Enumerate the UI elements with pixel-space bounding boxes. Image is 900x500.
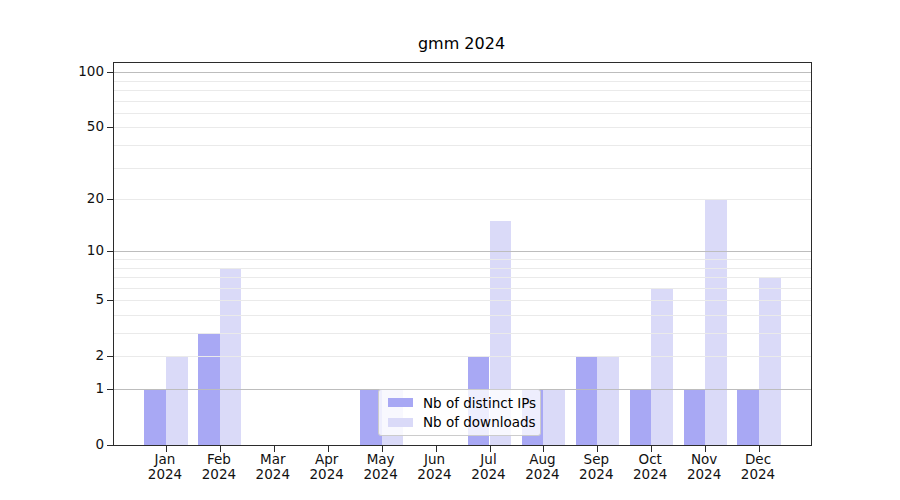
y-label-100: 100 <box>24 62 104 80</box>
legend: Nb of distinct IPs Nb of downloads <box>378 389 541 436</box>
legend-swatch-ips-icon <box>388 398 413 407</box>
x-label-jul: Jul2024 <box>471 452 505 482</box>
gridline-major <box>114 72 811 73</box>
plot-area: Nb of distinct IPs Nb of downloads <box>113 62 812 446</box>
legend-label-distinct-ips: Nb of distinct IPs <box>423 395 536 411</box>
x-label-sep: Sep2024 <box>579 452 613 482</box>
gridline-major <box>114 251 811 252</box>
gridline-minor <box>114 277 811 278</box>
x-label-aug: Aug2024 <box>525 452 559 482</box>
x-label-nov: Nov2024 <box>687 452 721 482</box>
y-label-20: 20 <box>24 189 104 207</box>
chart-title: gmm 2024 <box>113 34 810 53</box>
legend-item-distinct-ips: Nb of distinct IPs <box>379 395 540 411</box>
gridline-minor <box>114 127 811 128</box>
y-label-1: 1 <box>24 379 104 397</box>
gridline-minor <box>114 259 811 260</box>
gridline-minor <box>114 300 811 301</box>
y-label-50: 50 <box>24 117 104 135</box>
gridline-minor <box>114 199 811 200</box>
y-label-10: 10 <box>24 241 104 259</box>
y-tick-100 <box>107 72 113 73</box>
gridline-minor <box>114 145 811 146</box>
y-label-5: 5 <box>24 290 104 308</box>
y-label-0: 0 <box>24 435 104 453</box>
bar-sep-distinct-ips <box>576 356 598 445</box>
x-label-jan: Jan2024 <box>148 452 182 482</box>
y-tick-2 <box>107 356 113 357</box>
x-label-feb: Feb2024 <box>202 452 236 482</box>
chart-figure: gmm 2024 Nb of distinct IPs Nb of downlo… <box>0 0 900 500</box>
y-tick-0 <box>107 445 113 446</box>
gridline-minor <box>114 315 811 316</box>
bar-nov-downloads <box>705 199 727 445</box>
gridline-minor <box>114 81 811 82</box>
legend-swatch-downloads-icon <box>388 418 413 427</box>
gridline-minor <box>114 268 811 269</box>
gridline-minor <box>114 90 811 91</box>
y-tick-5 <box>107 300 113 301</box>
legend-item-downloads: Nb of downloads <box>379 414 540 430</box>
bar-jan-downloads <box>166 356 188 445</box>
gridline-minor <box>114 101 811 102</box>
bar-dec-downloads <box>759 277 781 445</box>
x-label-oct: Oct2024 <box>633 452 667 482</box>
bar-aug-downloads <box>543 389 565 445</box>
bar-dec-distinct-ips <box>737 389 759 445</box>
gridline-minor <box>114 333 811 334</box>
x-label-jun: Jun2024 <box>417 452 451 482</box>
x-label-dec: Dec2024 <box>741 452 775 482</box>
y-tick-50 <box>107 127 113 128</box>
bar-oct-distinct-ips <box>630 389 652 445</box>
gridline-minor <box>114 113 811 114</box>
bar-jan-distinct-ips <box>144 389 166 445</box>
bar-nov-distinct-ips <box>684 389 706 445</box>
gridline-minor <box>114 168 811 169</box>
y-tick-10 <box>107 251 113 252</box>
x-label-apr: Apr2024 <box>310 452 344 482</box>
y-tick-1 <box>107 389 113 390</box>
bar-oct-downloads <box>651 288 673 445</box>
x-label-mar: Mar2024 <box>256 452 290 482</box>
x-label-may: May2024 <box>363 452 397 482</box>
y-label-2: 2 <box>24 346 104 364</box>
gridline-minor <box>114 288 811 289</box>
legend-label-downloads: Nb of downloads <box>423 414 536 430</box>
gridline-minor <box>114 356 811 357</box>
y-tick-20 <box>107 199 113 200</box>
bar-sep-downloads <box>597 356 619 445</box>
